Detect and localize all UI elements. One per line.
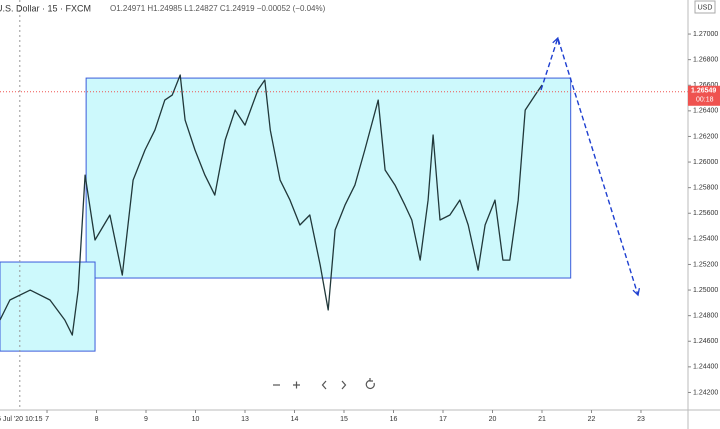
range-box — [0, 261, 96, 352]
countdown: 00:18 — [696, 97, 714, 104]
y-tick-label: 1.25800 — [693, 184, 718, 191]
x-tick-label: 17 — [439, 416, 447, 423]
arrow-head — [632, 288, 641, 297]
y-tick-label: 1.24600 — [693, 338, 718, 345]
plot: GBPUSD, 15British Pound / U.S. Dollar — [0, 0, 688, 410]
x-tick-label: 20 — [489, 416, 497, 423]
projection-path — [540, 35, 639, 296]
y-tick-label: 1.24400 — [693, 364, 718, 371]
reset[interactable] — [365, 378, 375, 390]
x-tick-label: 14 — [291, 416, 299, 423]
scroll-right[interactable] — [341, 380, 347, 390]
currency: USD — [698, 4, 713, 11]
x-tick-label: 23 — [637, 416, 645, 423]
x-tick-label: 10 — [192, 416, 200, 423]
x-tick-label: 22 — [588, 416, 596, 423]
scroll-left[interactable] — [321, 380, 327, 390]
zoom-controls — [273, 378, 375, 390]
arrow-head — [552, 36, 560, 46]
x-tick-label: 21 — [538, 416, 546, 423]
x-tick-label: 9 — [144, 416, 148, 423]
y-tick-label: 1.24200 — [693, 389, 718, 396]
crosshair-label: 6 Jul '20 10:15 — [0, 416, 43, 423]
currency-box[interactable] — [694, 0, 716, 14]
y-tick-label: 1.27000 — [693, 31, 718, 38]
y-tick-label: 1.25000 — [693, 287, 718, 294]
x-tick-label: 8 — [95, 416, 99, 423]
last-price-box — [688, 85, 720, 106]
price-line — [0, 74, 543, 336]
last-price-label: 1.26549 — [691, 88, 716, 95]
ohlc: O1.24971 H1.24985 L1.24827 C1.24919 −0.0… — [110, 4, 326, 13]
y-tick-label: 1.26200 — [693, 133, 718, 140]
y-tick-label: 1.26800 — [693, 56, 718, 63]
x-tick-label: 15 — [340, 416, 348, 423]
x-tick-label: 16 — [390, 416, 398, 423]
zoom-in[interactable] — [293, 381, 300, 389]
x-tick-label: 7 — [45, 416, 49, 423]
y-tick-label: 1.25400 — [693, 236, 718, 243]
symbol-header: U.S. Dollar · 15 · FXCM — [0, 3, 91, 13]
range-box — [85, 77, 572, 279]
x-tick-label: 13 — [241, 416, 249, 423]
y-tick-label: 1.26000 — [693, 159, 718, 166]
y-tick-label: 1.25200 — [693, 261, 718, 268]
crosshair-label-bg — [0, 413, 44, 425]
y-tick-label: 1.24800 — [693, 312, 718, 319]
y-tick-label: 1.26400 — [693, 108, 718, 115]
y-tick-label: 1.25600 — [693, 210, 718, 217]
y-tick-label: 1.26600 — [693, 82, 718, 89]
